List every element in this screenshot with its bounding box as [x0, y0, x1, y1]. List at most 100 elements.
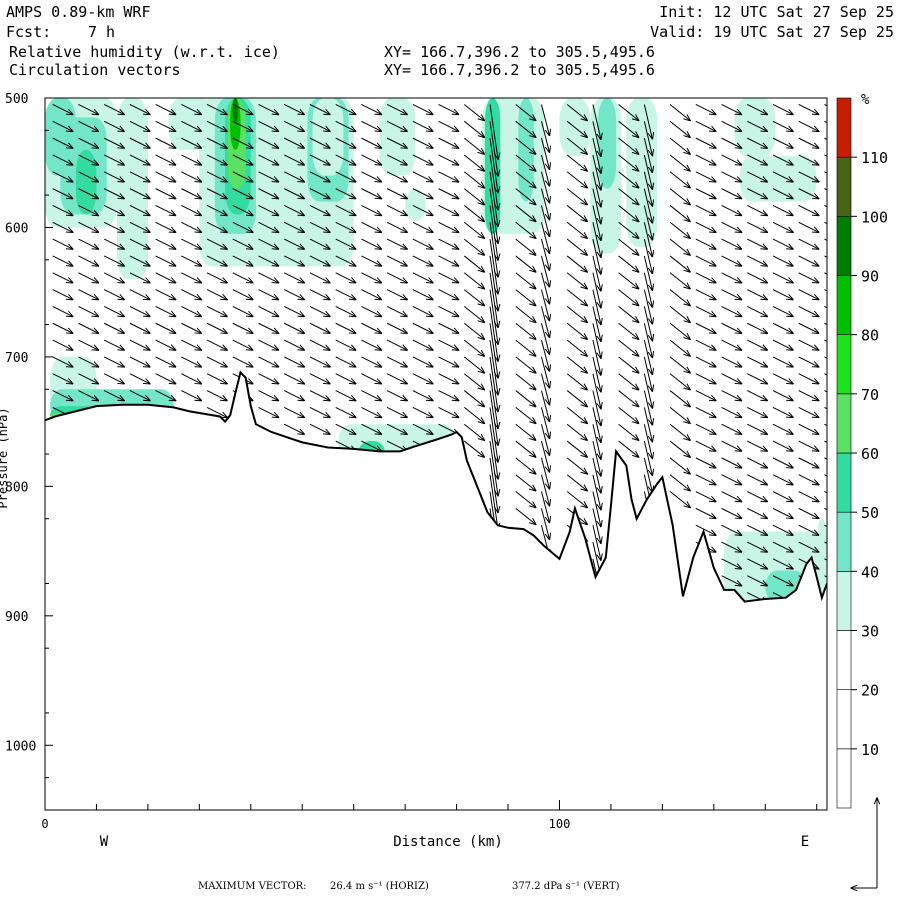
vector-70 [129, 356, 150, 367]
vector-175 [284, 272, 304, 283]
vector-8 [52, 238, 73, 249]
vector-161 [258, 356, 279, 367]
vector-58 [129, 154, 150, 165]
vector-237 [361, 289, 381, 300]
vector-20 [78, 120, 98, 131]
vector-269 [412, 120, 433, 131]
vector-363 [515, 238, 536, 255]
vector-602 [747, 390, 767, 401]
vector-112 [206, 154, 227, 165]
vector-270 [412, 137, 433, 148]
vector-358 [515, 154, 536, 171]
vector-7 [52, 221, 73, 232]
vector-106 [181, 356, 201, 367]
vector-356 [515, 120, 536, 137]
x-tick-label-0: 0 [41, 817, 48, 831]
colorbar-label-20: 20 [861, 682, 879, 700]
vector-612 [747, 558, 767, 569]
vector-377 [515, 474, 536, 491]
vector-453 [592, 457, 601, 493]
vector-103 [181, 305, 201, 316]
vector-452 [592, 440, 601, 476]
vector-442 [592, 272, 601, 308]
vector-182 [284, 390, 304, 401]
vector-113 [206, 171, 227, 182]
colorbar-label-50: 50 [861, 504, 879, 522]
colorbar-swatch-3 [836, 571, 852, 631]
vector-651 [798, 205, 819, 215]
vector-242 [361, 373, 381, 384]
vector-498 [643, 390, 652, 425]
y-tick-label-600: 600 [5, 221, 28, 236]
vector-532 [695, 154, 716, 165]
vector-343 [489, 323, 498, 378]
vector-195 [309, 272, 330, 283]
vector-463 [618, 154, 639, 171]
vector-158 [258, 305, 279, 316]
vector-395 [540, 356, 549, 388]
vector-316 [463, 221, 484, 238]
vector-670 [798, 524, 819, 535]
vector-500 [643, 424, 652, 458]
vector-594 [747, 255, 767, 266]
vector-108 [181, 390, 201, 401]
vector-575 [721, 423, 742, 434]
init-time: Init: 12 UTC Sat 27 Sep 25 [659, 3, 894, 21]
vector-157 [258, 289, 279, 300]
vector-408 [566, 137, 587, 154]
vector-576 [721, 440, 742, 451]
vector-513 [669, 238, 690, 255]
vector-78 [155, 188, 176, 199]
vector-637 [772, 474, 793, 485]
vector-81 [155, 238, 176, 249]
vector-371 [515, 373, 536, 390]
vector-52 [103, 356, 124, 367]
vector-302 [438, 322, 459, 333]
rh-region-11 [232, 98, 238, 124]
rh-region-3 [75, 149, 97, 215]
vector-409 [566, 154, 587, 171]
vector-0 [52, 104, 73, 114]
vector-119 [206, 272, 227, 283]
vector-152 [258, 205, 279, 215]
vector-198 [309, 322, 330, 333]
rh-region-21 [598, 98, 617, 189]
vector-194 [309, 255, 330, 266]
vector-429 [566, 491, 587, 508]
vector-159 [258, 322, 279, 333]
vector-497 [643, 373, 652, 408]
vector-495 [643, 339, 652, 374]
vector-597 [747, 305, 767, 316]
vector-10 [52, 272, 73, 283]
vector-258 [386, 289, 407, 300]
vector-339 [489, 255, 498, 311]
vector-245 [361, 423, 381, 434]
vector-661 [798, 373, 819, 384]
vector-173 [284, 238, 304, 249]
vector-215 [335, 272, 356, 283]
vector-516 [669, 289, 690, 306]
west-label: W [100, 834, 109, 850]
vector-191 [309, 205, 330, 215]
vector-43 [103, 205, 124, 215]
colorbar-swatch-0 [836, 748, 852, 809]
vector-19 [78, 104, 98, 114]
vector-341 [489, 289, 498, 345]
rh-region-4 [45, 98, 76, 176]
vector-399 [540, 424, 549, 455]
vector-294 [438, 188, 459, 199]
vector-264 [386, 390, 407, 401]
vector-396 [540, 373, 549, 405]
vector-91 [181, 104, 201, 114]
max-vector-label: MAXIMUM VECTOR: [198, 881, 307, 892]
vector-574 [721, 406, 742, 417]
vector-122 [206, 322, 227, 333]
vector-117 [206, 238, 227, 249]
vector-345 [489, 356, 498, 412]
vector-25 [78, 205, 98, 215]
vector-166 [284, 120, 304, 131]
vector-592 [747, 221, 767, 232]
vector-630 [772, 356, 793, 367]
vector-41 [103, 171, 124, 182]
vector-656 [798, 289, 819, 300]
